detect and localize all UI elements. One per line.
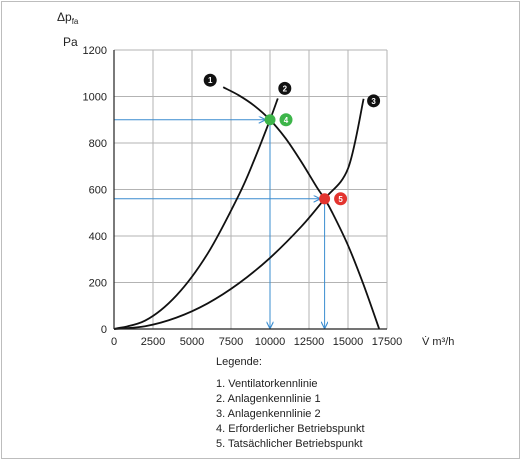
x-tick-label: 12500 — [294, 336, 325, 348]
legend: Legende: 1. Ventilatorkennlinie 2. Anlag… — [216, 355, 365, 452]
legend-item-fan-curve: 1. Ventilatorkennlinie — [216, 378, 318, 390]
x-tick-label: 17500 — [372, 336, 403, 348]
operating-points: 45 — [264, 113, 348, 206]
legend-item-actual-operating-point: 5. Tatsächlicher Betriebspunkt — [216, 438, 363, 450]
x-axis-label: V̇ m³/h — [422, 335, 454, 348]
x-tick-label: 7500 — [219, 336, 243, 348]
curves — [113, 86, 381, 330]
x-tick-label: 2500 — [141, 336, 165, 348]
operating-point-guides — [114, 120, 325, 328]
tick-labels: 0 2500 5000 7500 10000 12500 15000 17500 0 200 400… — [83, 45, 403, 348]
legend-item-required-operating-point: 4. Erforderlicher Betriebspunkt — [216, 423, 365, 435]
x-tick-label: 15000 — [333, 336, 364, 348]
y-axis-unit: Pa — [63, 35, 78, 49]
curve-badge-label-2: 2 — [283, 84, 288, 93]
operating-point-badge-label-4: 4 — [284, 116, 289, 125]
y-tick-label: 800 — [89, 138, 107, 150]
curve-badges: 1 2 3 — [203, 73, 381, 108]
y-tick-label: 600 — [89, 185, 107, 197]
y-tick-label: 1200 — [83, 45, 107, 57]
y-axis-label: Δpfa — [57, 10, 79, 26]
y-axis-subscript: fa — [72, 17, 79, 26]
legend-item-system-curve-2: 3. Anlagenkennlinie 2 — [216, 408, 321, 420]
curve-badge-3 — [367, 94, 381, 108]
operating-point-badge-label-5: 5 — [338, 195, 343, 204]
y-tick-label: 0 — [101, 324, 107, 336]
x-tick-label: 0 — [111, 336, 117, 348]
operating-point-4 — [264, 114, 276, 126]
legend-title: Legende: — [216, 356, 262, 368]
x-tick-label: 5000 — [180, 336, 204, 348]
y-tick-label: 400 — [89, 231, 107, 243]
y-tick-label: 200 — [89, 278, 107, 290]
operating-point-badge-5 — [334, 192, 348, 206]
curve-3 — [113, 98, 365, 330]
curve-1 — [222, 86, 381, 330]
legend-item-system-curve-1: 2. Anlagenkennlinie 1 — [216, 393, 321, 405]
y-axis-symbol: Δp — [57, 10, 72, 24]
grid — [113, 49, 388, 330]
operating-point-5 — [319, 193, 331, 205]
curve-2 — [113, 98, 279, 330]
y-tick-label: 1000 — [83, 92, 107, 104]
curve-badge-label-1: 1 — [208, 76, 213, 85]
axes — [113, 50, 387, 330]
curve-badge-label-3: 3 — [371, 97, 376, 106]
x-tick-label: 10000 — [255, 336, 286, 348]
curve-badge-2 — [278, 81, 292, 95]
curve-badge-1 — [203, 73, 217, 87]
operating-point-badge-4 — [279, 113, 293, 127]
